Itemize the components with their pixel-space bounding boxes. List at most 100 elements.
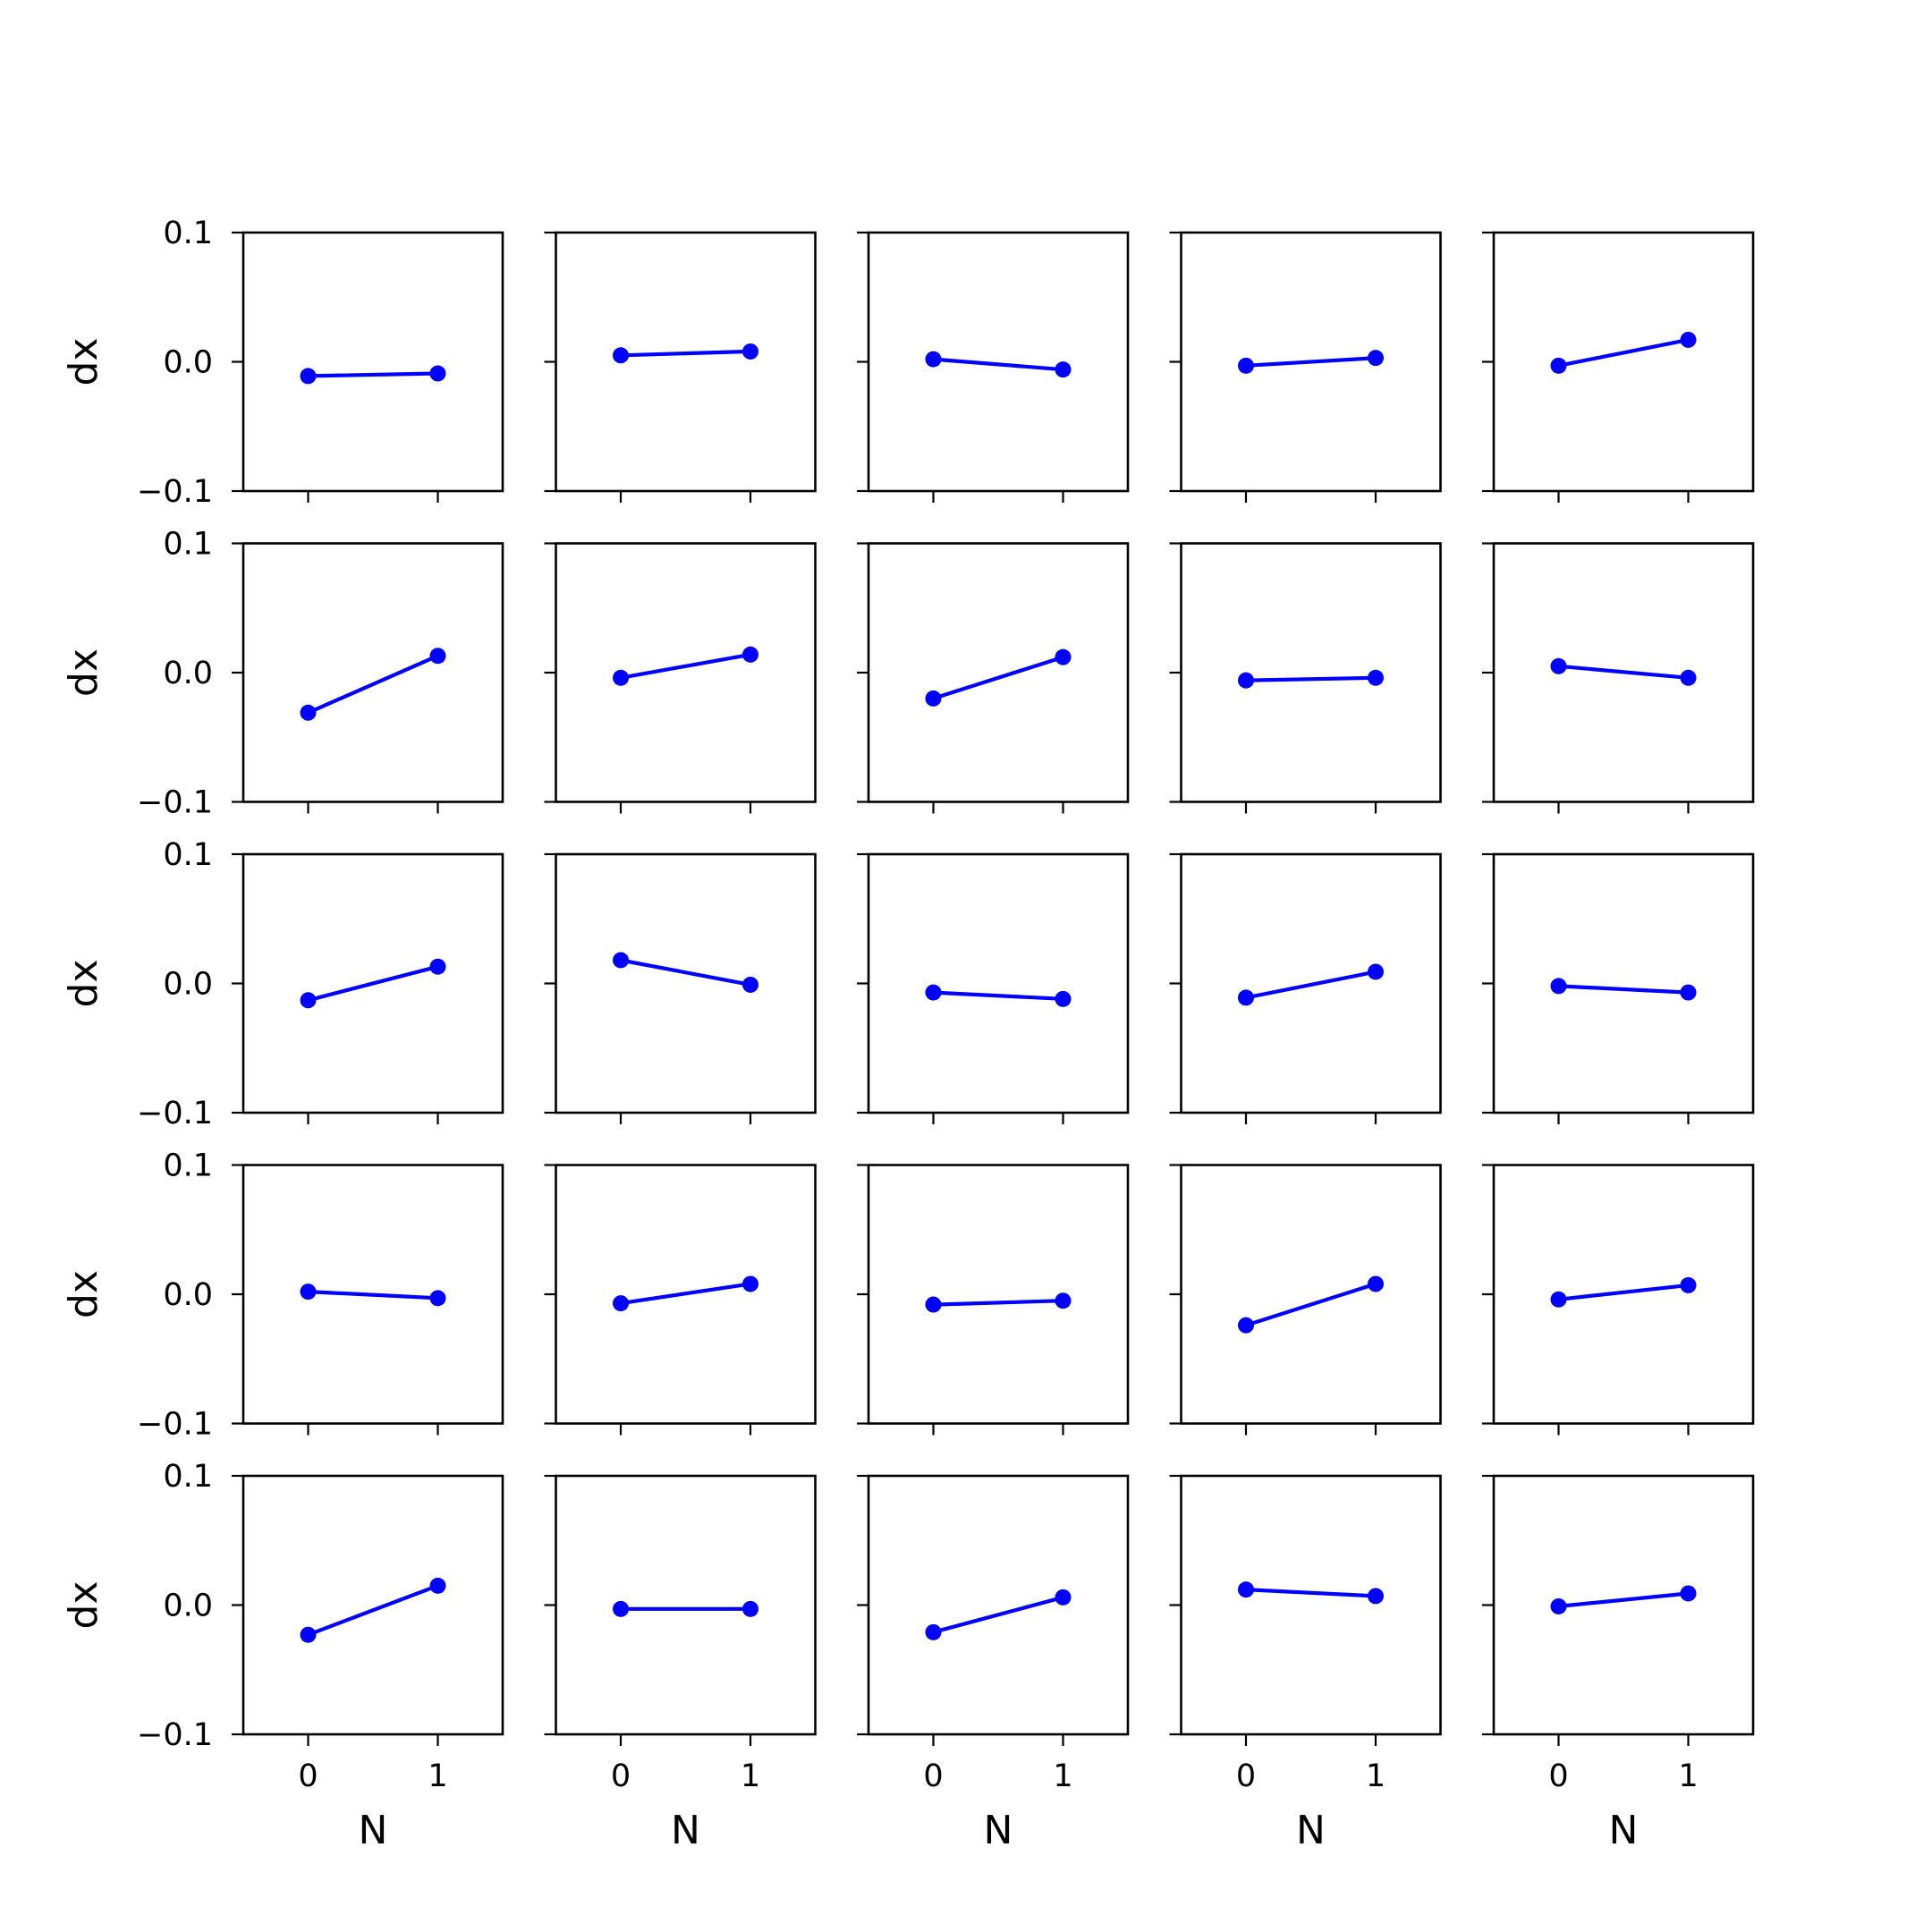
series-line xyxy=(1558,984,1689,995)
x-axis-label: N xyxy=(359,1808,388,1853)
series-line xyxy=(932,1595,1064,1634)
x-axis-label: N xyxy=(1296,1808,1326,1853)
data-point xyxy=(1055,1589,1072,1606)
series-line xyxy=(1245,970,1377,1000)
data-point xyxy=(925,984,942,1001)
subplot-r5-c4: 0 1 N xyxy=(1169,1474,1442,1853)
data-point xyxy=(925,351,942,368)
subplot-r3-c5 xyxy=(1482,852,1755,1124)
x-tick-label: 0 xyxy=(298,1758,318,1794)
axes-frame xyxy=(1492,1164,1755,1425)
x-tick-label: 0 xyxy=(611,1758,631,1794)
axes-frame xyxy=(867,1164,1130,1425)
y-tick-label: 0.0 xyxy=(163,656,213,691)
data-point xyxy=(1368,350,1384,367)
subplot-r2-c4 xyxy=(1169,542,1442,814)
data-point xyxy=(742,1275,758,1292)
data-point xyxy=(1238,1581,1254,1598)
axes-frame xyxy=(242,1474,504,1736)
y-tick-label: 0.0 xyxy=(163,1277,213,1313)
y-tick-label: 0.0 xyxy=(163,1589,213,1624)
data-point xyxy=(429,365,446,382)
subplot-r4-c4 xyxy=(1169,1164,1442,1436)
axes-frame xyxy=(1180,1164,1442,1425)
subplot-r5-c2: 0 1 N xyxy=(544,1474,817,1853)
axes-frame xyxy=(1492,1474,1755,1736)
data-point xyxy=(1550,978,1567,995)
data-point xyxy=(429,648,446,665)
series-line xyxy=(308,1290,438,1301)
series-line xyxy=(933,990,1063,1001)
series-line xyxy=(308,371,438,378)
series-line xyxy=(1245,1588,1377,1598)
subplot-r2-c1: −0.1 0.0 0.1 dx xyxy=(61,527,504,821)
y-axis-label: dx xyxy=(61,1581,106,1630)
x-axis-label: N xyxy=(1609,1808,1639,1853)
subplot-r1-c2 xyxy=(544,231,817,503)
data-point xyxy=(742,976,758,993)
series-line xyxy=(307,1583,439,1637)
data-point xyxy=(1680,1585,1697,1602)
data-point xyxy=(1550,1291,1567,1308)
x-tick-label: 1 xyxy=(1053,1758,1072,1794)
y-axis-label: dx xyxy=(61,960,106,1008)
data-point xyxy=(1055,1292,1072,1309)
data-point xyxy=(1238,672,1254,689)
data-point xyxy=(1238,1317,1254,1334)
data-point xyxy=(429,1577,446,1594)
data-point xyxy=(1055,361,1072,378)
y-axis-label: dx xyxy=(61,1270,106,1318)
data-point xyxy=(1550,657,1567,674)
data-point xyxy=(1680,984,1697,1001)
series-line xyxy=(620,1282,751,1306)
series-line xyxy=(933,1299,1063,1307)
data-point xyxy=(300,1626,317,1643)
axes-frame xyxy=(867,1474,1130,1736)
series-line xyxy=(620,349,751,358)
x-tick-label: 0 xyxy=(1548,1758,1568,1794)
axes-frame xyxy=(242,231,504,493)
series-line xyxy=(1245,1282,1377,1327)
subplot-r1-c3 xyxy=(857,231,1130,503)
y-tick-label: 0.0 xyxy=(163,967,213,1003)
x-tick-label: 1 xyxy=(1366,1758,1385,1794)
series-line xyxy=(307,654,439,715)
data-point xyxy=(925,1296,942,1313)
x-tick-label: 1 xyxy=(428,1758,447,1794)
y-tick-label: −0.1 xyxy=(137,1096,213,1131)
data-point xyxy=(1680,669,1697,686)
series-line xyxy=(1245,356,1377,368)
subplot-r2-c5 xyxy=(1482,542,1755,814)
x-tick-label: 1 xyxy=(1678,1758,1698,1794)
data-point xyxy=(613,952,629,969)
y-tick-label: 0.0 xyxy=(163,345,213,381)
data-point xyxy=(300,704,317,721)
x-tick-label: 0 xyxy=(1236,1758,1256,1794)
subplot-r3-c3 xyxy=(857,852,1130,1124)
data-point xyxy=(1368,1275,1384,1292)
series-line xyxy=(933,357,1063,372)
data-point xyxy=(742,1600,758,1617)
subplot-r1-c4 xyxy=(1169,231,1442,503)
axes-frame xyxy=(1492,852,1755,1114)
data-point xyxy=(1368,669,1384,686)
data-point xyxy=(1238,357,1254,374)
data-point xyxy=(925,1623,942,1640)
series-line xyxy=(620,652,751,680)
x-tick-label: 0 xyxy=(923,1758,943,1794)
subplot-r4-c2 xyxy=(544,1164,817,1436)
series-line xyxy=(1558,1591,1689,1608)
data-point xyxy=(613,1600,629,1617)
data-point xyxy=(925,690,942,707)
data-point xyxy=(429,958,446,975)
axes-frame xyxy=(867,231,1130,493)
axes-frame xyxy=(555,231,817,493)
data-point xyxy=(300,992,317,1009)
subplot-r1-c1: −0.1 0.0 0.1 dx xyxy=(61,216,504,510)
x-tick-label: 1 xyxy=(741,1758,760,1794)
series-line xyxy=(620,958,751,987)
y-tick-label: 0.1 xyxy=(163,216,213,251)
data-point xyxy=(613,669,629,686)
subplot-r3-c1: −0.1 0.0 0.1 dx xyxy=(61,837,504,1131)
